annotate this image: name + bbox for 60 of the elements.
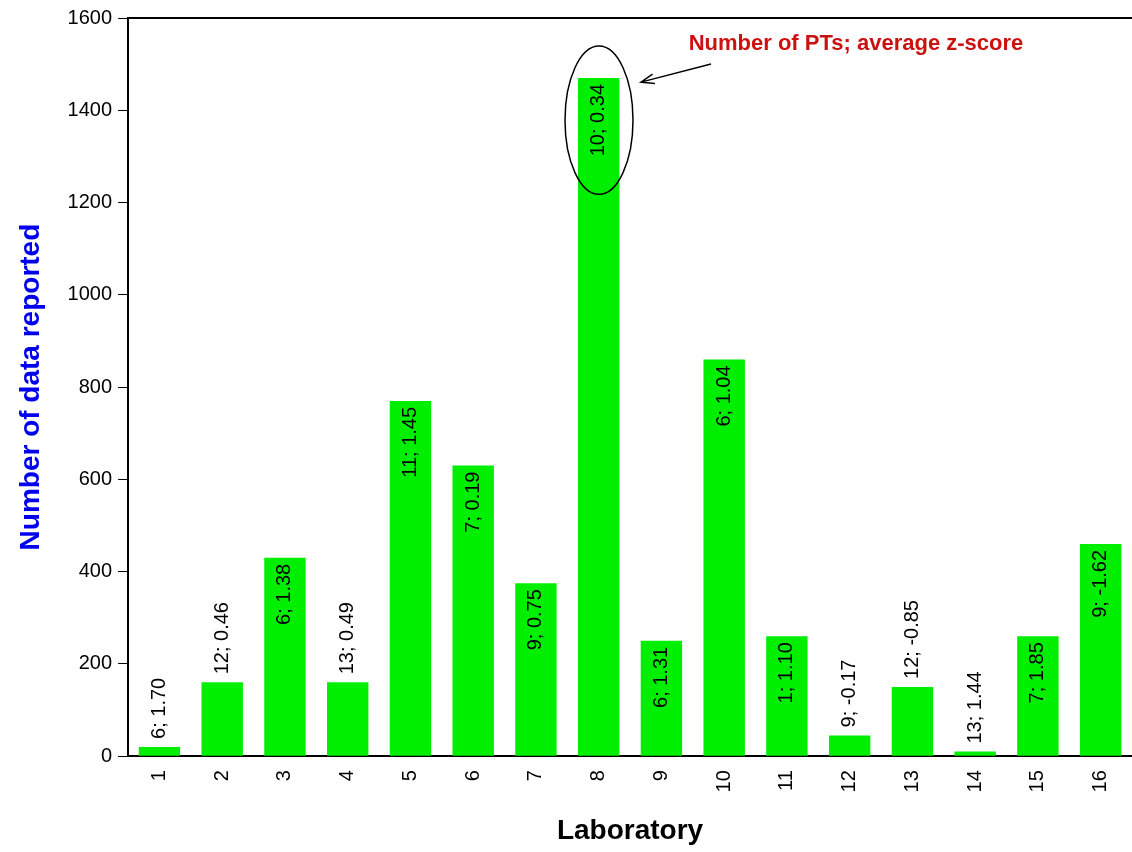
y-tick-label: 1600 [67,5,113,28]
annotation: 13; 1.44 [962,671,985,744]
annotation: 1; 1.10 [774,642,797,704]
annotation: 12; 0.46 [209,602,232,675]
annotation: Number of PTs; average z-score [688,29,1024,56]
y-tick-label: 400 [78,559,113,582]
bar [577,77,620,756]
bar [703,359,745,756]
bar [138,746,181,756]
x-tick-label: 13 [899,770,922,793]
x-tick-label: 4 [335,770,358,782]
annotation: 13; 0.49 [335,602,358,675]
bar [201,682,243,756]
y-tick-label: 1200 [67,190,113,213]
y-tick-label: 600 [78,466,113,489]
x-tick-label: 6 [460,770,483,782]
bar [891,686,934,756]
y-axis-title: Number of data reported [13,223,45,551]
y-tick-label: 200 [78,651,113,674]
x-tick-label: 1 [146,770,169,782]
x-tick-label: 5 [397,770,420,782]
bar [326,682,369,756]
annotation: 6; 1.31 [648,646,671,708]
annotation: 11; 1.45 [397,406,420,478]
annotation: 9; 0.75 [523,589,546,651]
annotation: 6; 1.38 [272,563,295,625]
x-tick-label: 9 [648,770,671,782]
y-tick-label: 800 [78,374,113,397]
x-tick-label: 11 [774,770,797,791]
bar [1017,636,1059,756]
annotation: 7; 1.85 [1025,642,1048,704]
bar [452,465,494,756]
annotation: 10; 0.34 [586,83,609,157]
bar [515,583,557,756]
annotation: 12; -0.85 [899,600,922,679]
y-tick-label: 0 [100,743,113,766]
y-tick-label: 1400 [67,97,113,120]
x-tick-label: 10 [711,770,734,793]
x-tick-label: 14 [962,770,985,793]
bar [828,735,871,756]
bar [766,636,808,756]
bar [389,400,432,756]
bar [1079,543,1122,756]
bar [264,557,306,756]
x-tick-label: 12 [837,770,860,793]
annotation: 7; 0.19 [460,471,483,533]
x-tick-label: 2 [209,770,232,782]
bar [954,751,996,756]
x-tick-label: 16 [1088,770,1111,793]
bar [640,640,683,756]
annotation: 9; -1.62 [1088,549,1111,618]
x-tick-label: 3 [272,770,295,782]
y-tick-label: 1000 [67,282,113,305]
x-tick-label: 15 [1025,770,1048,793]
annotation: 9; -0.17 [837,659,860,728]
x-tick-label: 8 [586,770,609,782]
annotation: 6; 1.70 [146,677,169,739]
x-tick-label: 7 [523,770,546,782]
x-axis-title: Laboratory [556,813,704,845]
annotation: 6; 1.04 [711,365,734,427]
